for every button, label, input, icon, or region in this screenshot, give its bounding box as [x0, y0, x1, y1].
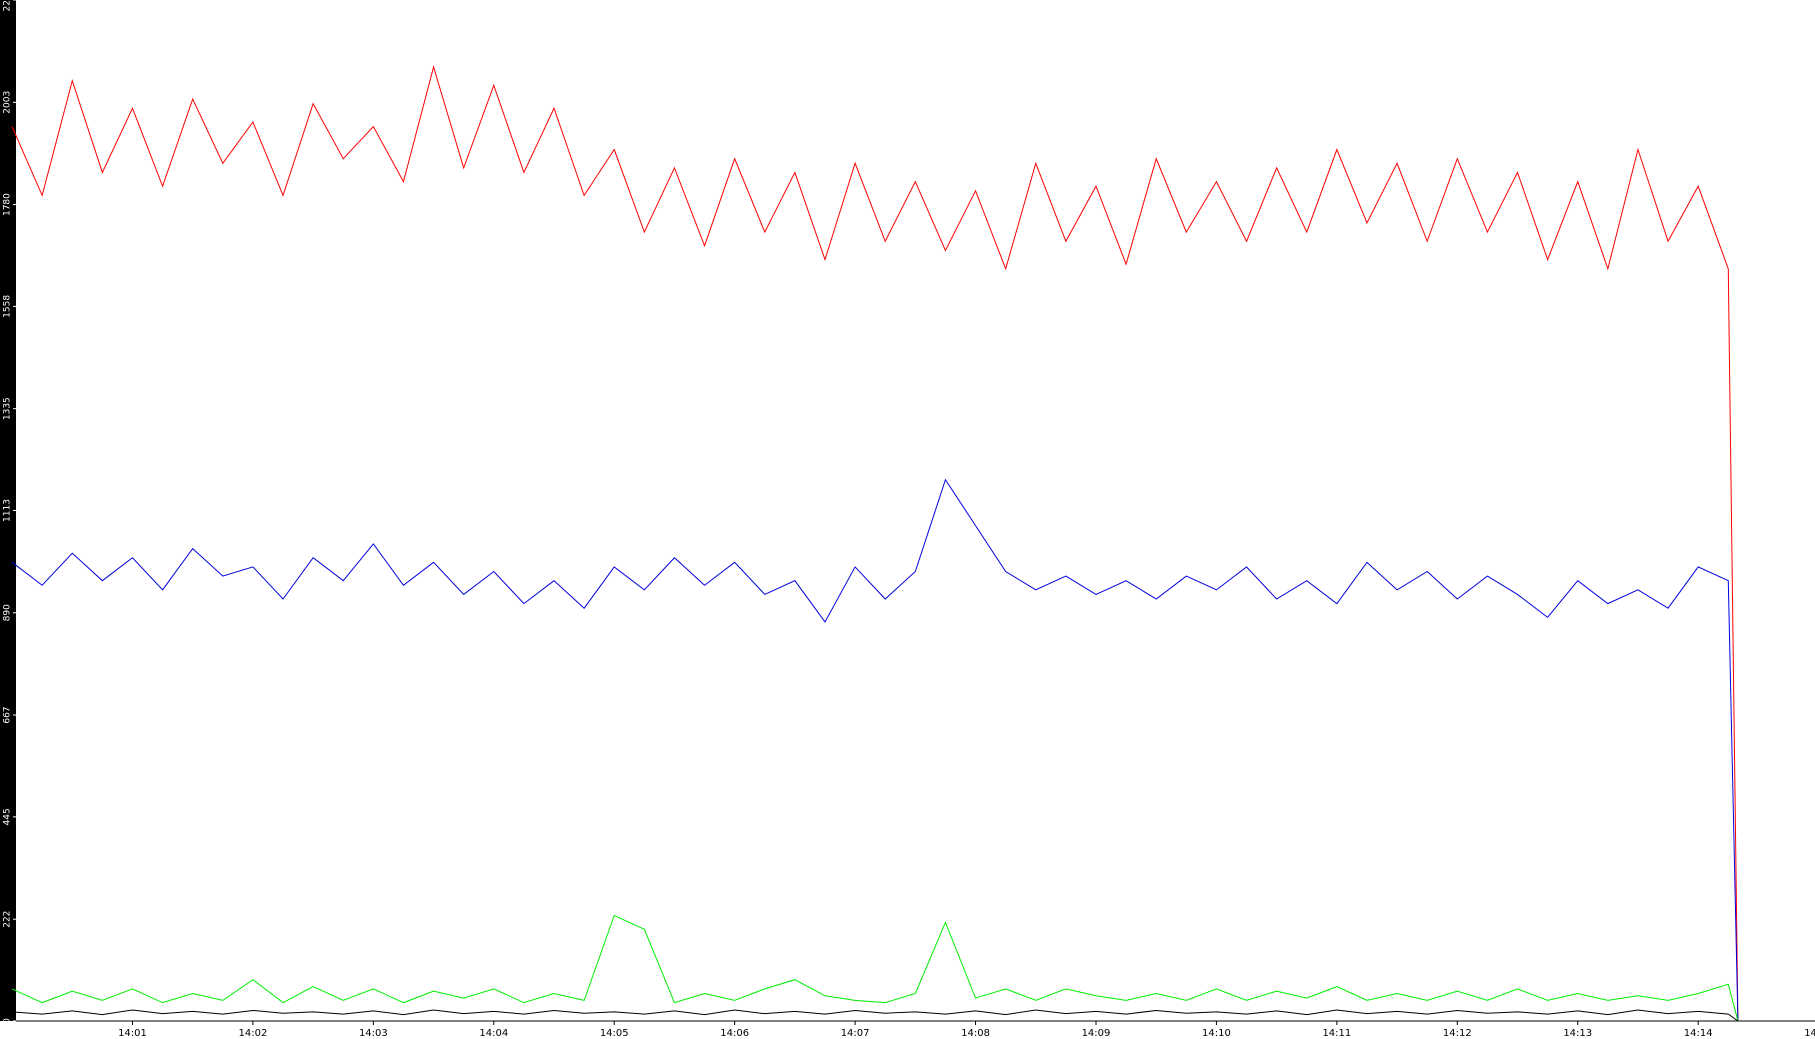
- y-tick-label: 667: [3, 706, 13, 723]
- x-tick-label: 14:11: [1322, 1028, 1351, 1039]
- x-tick-label: 14:07: [841, 1028, 870, 1039]
- y-tick-label: 1780: [3, 193, 13, 216]
- x-tick-label: 14:15: [1804, 1028, 1815, 1039]
- y-tick-label: 1558: [3, 295, 13, 318]
- series-line: [12, 1009, 1739, 1022]
- x-tick-label: 14:06: [720, 1028, 749, 1039]
- y-tick-label: 890: [3, 604, 13, 621]
- y-tick-label: 222: [3, 911, 13, 928]
- x-tick-label: 14:12: [1443, 1028, 1472, 1039]
- x-tick-label: 14:01: [118, 1028, 147, 1039]
- series-line: [11, 65, 1739, 1022]
- series-line: [11, 914, 1739, 1022]
- x-tick-label: 14:09: [1082, 1028, 1111, 1039]
- x-tick-label: 14:08: [961, 1028, 990, 1039]
- x-tick-label: 14:03: [359, 1028, 388, 1039]
- x-tick-label: 14:13: [1563, 1028, 1592, 1039]
- y-tick-label: 2226: [3, 0, 13, 11]
- series-line: [11, 478, 1739, 1022]
- y-tick-label: 2003: [3, 91, 13, 114]
- x-tick-label: 14:04: [479, 1028, 508, 1039]
- y-tick-label: 445: [3, 808, 13, 825]
- y-axis-strip: [0, 0, 16, 1021]
- x-tick-label: 14:14: [1684, 1028, 1713, 1039]
- x-tick-label: 14:05: [600, 1028, 629, 1039]
- x-tick-label: 14:10: [1202, 1028, 1231, 1039]
- y-tick-label: 0: [3, 1018, 13, 1024]
- x-tick-label: 14:02: [239, 1028, 268, 1039]
- y-tick-label: 1113: [3, 499, 13, 522]
- y-tick-label: 1335: [3, 397, 13, 420]
